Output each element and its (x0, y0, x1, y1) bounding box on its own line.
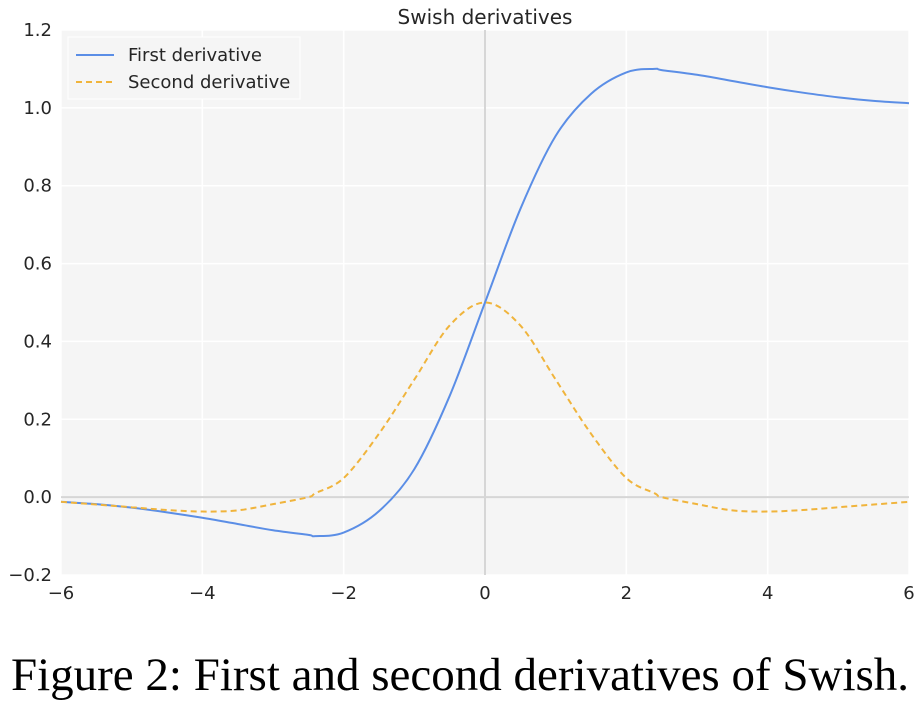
y-tick-label: 0.4 (23, 331, 52, 352)
y-tick-label: 1.0 (23, 98, 52, 119)
swish-derivatives-chart: −6 −4 −2 0 2 4 6 −0.2 0.0 0.2 0.4 0.6 0.8 1.0 1.2 Swish… (8, 5, 914, 604)
y-tick-label: 0.8 (23, 176, 52, 197)
y-tick-label: 0.2 (23, 409, 52, 430)
first-derivative-line (60, 67, 910, 538)
x-tick-label: 0 (479, 583, 490, 604)
x-tick-label: −4 (189, 583, 216, 604)
chart-title: Swish derivatives (398, 5, 573, 29)
x-tick-label: 6 (903, 583, 914, 604)
y-tick-label: 0.0 (23, 487, 52, 508)
legend-label-second-derivative: Second derivative (128, 72, 290, 93)
x-tick-label: −2 (330, 583, 357, 604)
x-tick-label: 2 (621, 583, 632, 604)
y-tick-label: 1.2 (23, 20, 52, 41)
second-derivative-line (60, 301, 910, 513)
figure-caption: Figure 2: First and second derivatives o… (10, 649, 910, 701)
x-tick-label: −6 (48, 583, 75, 604)
legend-label-first-derivative: First derivative (128, 45, 262, 66)
y-tick-label: −0.2 (8, 565, 52, 586)
y-tick-label: 0.6 (23, 254, 52, 275)
legend-box (67, 36, 301, 100)
x-tick-label: 4 (762, 583, 773, 604)
